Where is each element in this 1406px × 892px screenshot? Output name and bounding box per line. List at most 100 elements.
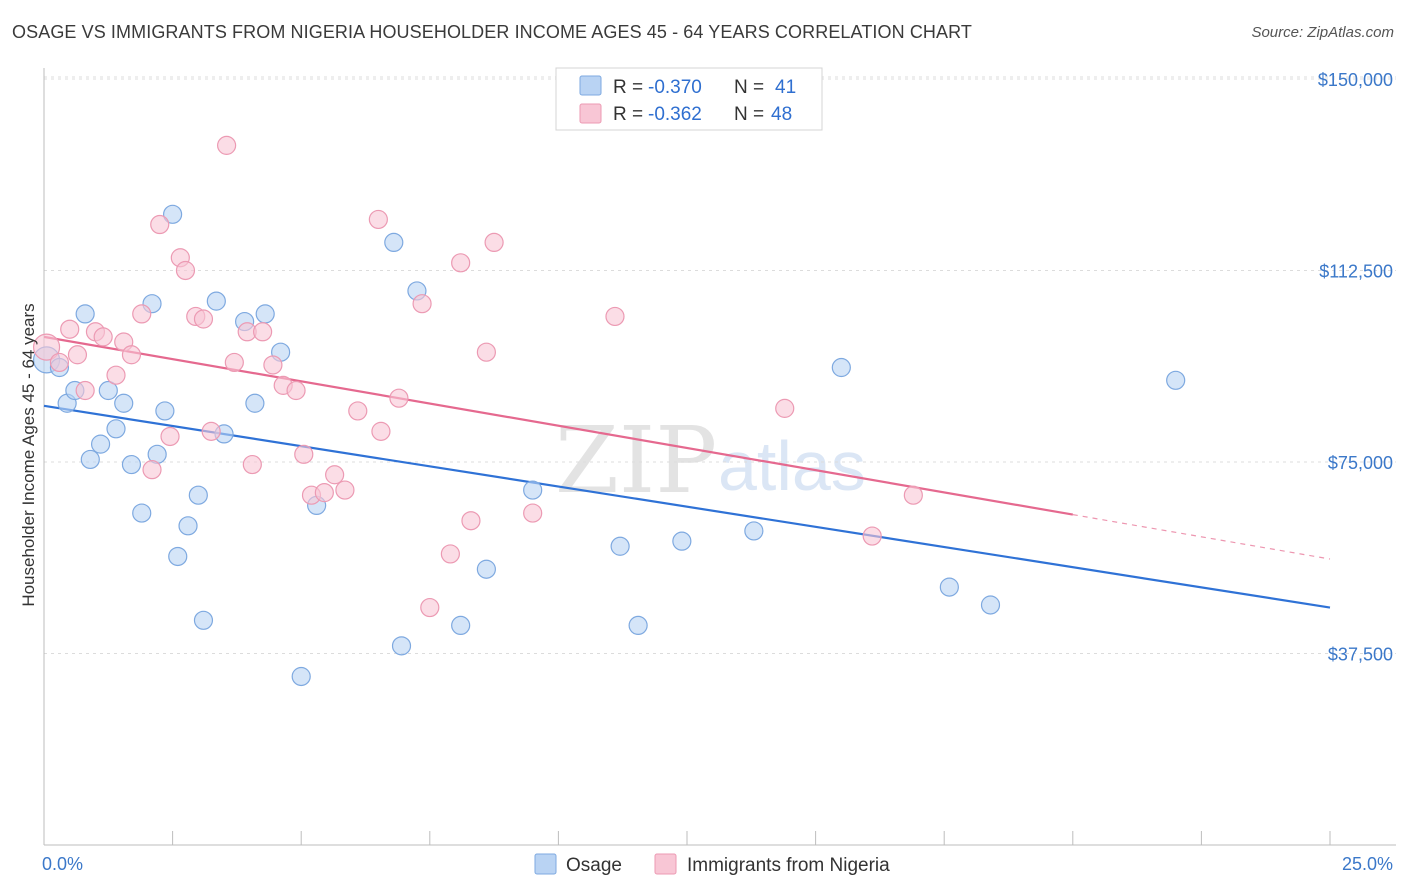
legend-n-label-1: N =	[734, 77, 764, 98]
osage-point	[90, 434, 111, 454]
y-tick-label: $112,500	[1319, 261, 1393, 281]
legend-r-label-2: R =	[613, 104, 643, 125]
nigeria-point	[903, 485, 923, 505]
nigeria-point	[389, 388, 409, 408]
nigeria-point	[32, 333, 61, 361]
bottom-legend-swatch-nigeria	[654, 853, 677, 875]
x-tick-label-left: 0.0%	[42, 854, 83, 874]
osage-point	[193, 610, 214, 630]
osage-point	[980, 595, 1001, 615]
trend-line-extension-nigeria	[1072, 514, 1331, 560]
nigeria-point	[476, 342, 496, 362]
osage-point	[121, 454, 142, 475]
legend-n-label-2: N =	[734, 104, 764, 125]
legend-swatch-osage	[579, 75, 602, 96]
osage-point	[206, 291, 226, 311]
nigeria-point	[224, 352, 244, 373]
nigeria-point	[335, 480, 355, 500]
osage-point	[939, 577, 959, 597]
osage-point	[132, 503, 152, 523]
correlation-legend: R = -0.370 N = 41 R = -0.362 N = 48	[555, 67, 823, 131]
legend-swatch-nigeria	[579, 103, 602, 124]
osage-point	[255, 304, 275, 324]
nigeria-point	[775, 398, 795, 418]
nigeria-point	[193, 309, 214, 329]
bottom-legend: Osage Immigrants from Nigeria	[534, 853, 890, 876]
nigeria-point	[217, 135, 237, 155]
osage-point	[476, 559, 496, 579]
legend-r-label-1: R =	[613, 77, 643, 98]
nigeria-point	[294, 444, 314, 464]
bottom-legend-swatch-osage	[534, 853, 557, 875]
nigeria-point	[49, 352, 70, 373]
nigeria-point	[371, 421, 391, 441]
nigeria-point	[314, 483, 334, 503]
osage-point	[391, 636, 412, 656]
nigeria-point	[150, 214, 170, 235]
trend-line-nigeria	[43, 335, 1073, 516]
osage-point	[106, 419, 126, 439]
series-osage	[32, 204, 1186, 687]
osage-point	[831, 357, 851, 378]
nigeria-point	[325, 465, 345, 485]
nigeria-point	[451, 253, 471, 273]
trend-lines	[43, 335, 1331, 609]
nigeria-point	[368, 209, 388, 230]
osage-point	[98, 380, 118, 401]
y-tick-label: $75,000	[1328, 453, 1393, 473]
nigeria-point	[253, 322, 273, 342]
source-label: Source: ZipAtlas.com	[1251, 24, 1394, 41]
nigeria-point	[60, 319, 80, 339]
nigeria-point	[484, 232, 504, 253]
nigeria-point	[348, 401, 368, 421]
legend-n-value-2: 48	[771, 104, 792, 125]
osage-point	[178, 516, 198, 536]
nigeria-point	[201, 421, 221, 441]
osage-point	[1166, 370, 1186, 390]
nigeria-point	[263, 355, 283, 375]
trend-line-osage	[43, 404, 1331, 609]
nigeria-point	[461, 511, 481, 531]
osage-point	[384, 232, 404, 253]
y-tick-label: $150,000	[1318, 70, 1393, 90]
osage-point	[523, 480, 543, 500]
osage-point	[163, 204, 183, 224]
nigeria-point	[93, 327, 113, 347]
legend-r-value-2: -0.362	[648, 104, 702, 125]
y-axis-label: Householder Income Ages 45 - 64 years	[19, 303, 38, 606]
osage-point	[628, 615, 648, 636]
nigeria-point	[67, 345, 88, 365]
nigeria-point	[605, 306, 625, 327]
nigeria-point	[106, 365, 126, 385]
nigeria-point	[142, 460, 162, 480]
nigeria-point	[132, 304, 152, 324]
chart-title: OSAGE VS IMMIGRANTS FROM NIGERIA HOUSEHO…	[12, 22, 972, 42]
bottom-legend-nigeria: Immigrants from Nigeria	[687, 855, 890, 876]
legend-n-value-1: 41	[775, 77, 796, 98]
osage-point	[744, 521, 764, 541]
watermark-zip: ZIP	[555, 407, 717, 514]
bottom-legend-osage: Osage	[566, 855, 622, 876]
x-tick-label-right: 25.0%	[1342, 854, 1393, 874]
y-tick-label: $37,500	[1328, 644, 1393, 664]
nigeria-point	[420, 597, 440, 618]
osage-point	[451, 615, 471, 636]
nigeria-point	[121, 345, 142, 365]
nigeria-point	[286, 380, 306, 401]
nigeria-point	[412, 294, 432, 314]
osage-point	[188, 485, 208, 505]
nigeria-point	[523, 503, 543, 523]
data-points	[32, 135, 1186, 687]
osage-point	[80, 449, 100, 470]
osage-point	[114, 393, 134, 413]
osage-point	[672, 531, 692, 551]
nigeria-point	[75, 380, 95, 401]
nigeria-point	[440, 544, 460, 564]
legend-r-value-1: -0.370	[648, 77, 702, 98]
series-nigeria	[32, 135, 923, 618]
osage-point	[245, 393, 265, 413]
axes	[43, 68, 1396, 846]
nigeria-point	[862, 526, 882, 546]
osage-point	[75, 304, 95, 324]
